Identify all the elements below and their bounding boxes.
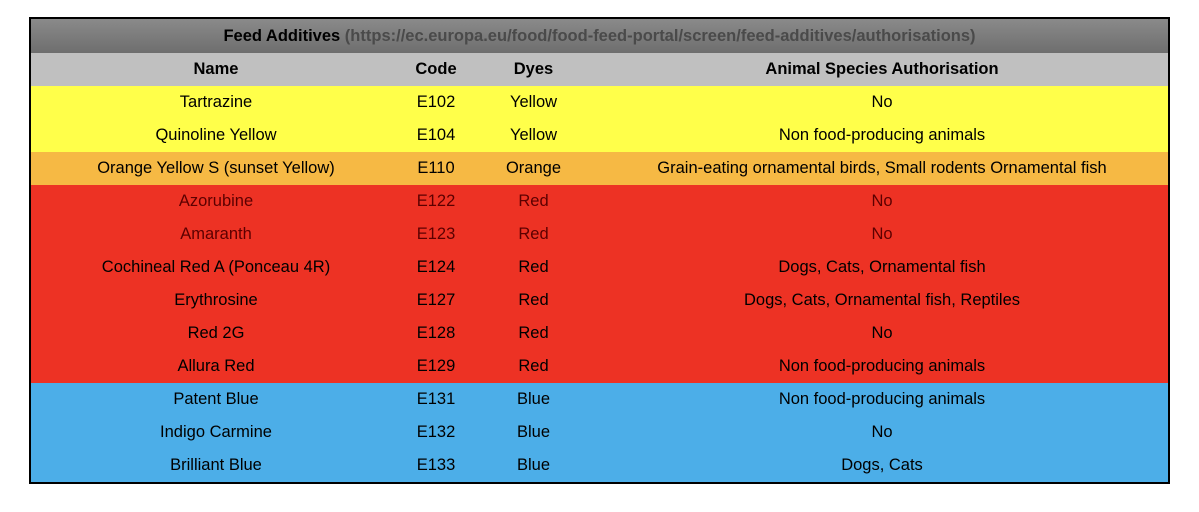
table-frame: Feed Additives (https://ec.europa.eu/foo… bbox=[29, 17, 1170, 484]
cell: E102 bbox=[416, 93, 456, 111]
cell: No bbox=[871, 423, 893, 441]
cell: Quinoline Yellow bbox=[155, 126, 277, 144]
cell: E122 bbox=[416, 192, 456, 210]
row: Orange Yellow S (sunset Yellow) E110 Orang… bbox=[31, 152, 1168, 185]
title: Feed Additives bbox=[223, 26, 341, 45]
row: Amaranth E123 Red No bbox=[31, 218, 1168, 251]
cell: E133 bbox=[416, 456, 456, 474]
cell: No bbox=[871, 324, 893, 342]
url: (https://ec.europa.eu/food/food-feed-por… bbox=[344, 26, 976, 45]
cell: Yellow bbox=[509, 126, 558, 144]
header-row: Name Code Dyes Animal Species Authorisation bbox=[31, 53, 1168, 86]
row: Erythrosine E127 Red Dogs, Cats, Ornamental… bbox=[31, 284, 1168, 317]
row: Patent Blue E131 Blue Non food-producing an… bbox=[31, 383, 1168, 416]
cell: Orange bbox=[505, 159, 562, 177]
cell: Yellow bbox=[509, 93, 558, 111]
cell: Blue bbox=[516, 390, 551, 408]
header-cell: Animal Species Authorisation bbox=[596, 53, 1168, 86]
cell: Red bbox=[518, 324, 549, 342]
cell: Red bbox=[518, 192, 549, 210]
cell: E132 bbox=[416, 423, 456, 441]
cell: Indigo Carmine bbox=[160, 423, 272, 441]
row: Tartrazine E102 Yellow No bbox=[31, 86, 1168, 119]
row: Quinoline Yellow E104 Yellow Non food-produ… bbox=[31, 119, 1168, 152]
cell: Red bbox=[518, 357, 549, 375]
cell: Cochineal Red A (Ponceau 4R) bbox=[101, 258, 331, 276]
cell: Blue bbox=[516, 423, 551, 441]
cell: Dogs, Cats, Ornamental fish, Reptiles bbox=[743, 291, 1021, 309]
cell: Red 2G bbox=[187, 324, 245, 342]
cell: No bbox=[871, 192, 893, 210]
cell: Patent Blue bbox=[173, 390, 259, 408]
cell: Azorubine bbox=[178, 192, 254, 210]
cell: Grain-eating ornamental birds, Small rod… bbox=[657, 159, 1107, 177]
table: Feed Additives (https://ec.europa.eu/foo… bbox=[31, 19, 1168, 482]
cell: E127 bbox=[416, 291, 456, 309]
cell: E123 bbox=[416, 225, 456, 243]
cell: Non food-producing animals bbox=[778, 390, 986, 408]
header-cell: Dyes bbox=[471, 53, 596, 86]
table-body: Feed Additives (https://ec.europa.eu/foo… bbox=[31, 19, 1168, 482]
row: Red 2G E128 Red No bbox=[31, 317, 1168, 350]
cell: E124 bbox=[416, 258, 456, 276]
cell: Non food-producing animals bbox=[778, 126, 986, 144]
cell: E131 bbox=[416, 390, 456, 408]
row: Azorubine E122 Red No bbox=[31, 185, 1168, 218]
row: Allura Red E129 Red Non food-producing anim… bbox=[31, 350, 1168, 383]
cell: Allura Red bbox=[177, 357, 255, 375]
header-cell: Code bbox=[401, 53, 471, 86]
row: Cochineal Red A (Ponceau 4R) E124 Red Dogs,… bbox=[31, 251, 1168, 284]
cell: Tartrazine bbox=[179, 93, 253, 111]
title-row: Feed Additives (https://ec.europa.eu/foo… bbox=[31, 19, 1168, 53]
header-cell: Name bbox=[31, 53, 401, 86]
title-cell: Feed Additives (https://ec.europa.eu/foo… bbox=[31, 19, 1168, 53]
cell: Non food-producing animals bbox=[778, 357, 986, 375]
cell: No bbox=[871, 93, 893, 111]
row: Indigo Carmine E132 Blue No bbox=[31, 416, 1168, 449]
cell: Dogs, Cats, Ornamental fish bbox=[778, 258, 986, 276]
cell: Brilliant Blue bbox=[170, 456, 262, 474]
cell: E104 bbox=[416, 126, 456, 144]
cell: No bbox=[871, 225, 893, 243]
cell: Orange Yellow S (sunset Yellow) bbox=[97, 159, 335, 177]
cell: E110 bbox=[417, 159, 455, 177]
cell: E129 bbox=[416, 357, 456, 375]
cell: E128 bbox=[416, 324, 456, 342]
cell: Erythrosine bbox=[174, 291, 258, 309]
cell: Amaranth bbox=[180, 225, 252, 243]
cell: Red bbox=[518, 225, 549, 243]
row: Brilliant Blue E133 Blue Dogs, Cats bbox=[31, 449, 1168, 482]
cell: Red bbox=[518, 258, 549, 276]
cell: Dogs, Cats bbox=[841, 456, 923, 474]
cell: Red bbox=[518, 291, 549, 309]
cell: Blue bbox=[516, 456, 551, 474]
